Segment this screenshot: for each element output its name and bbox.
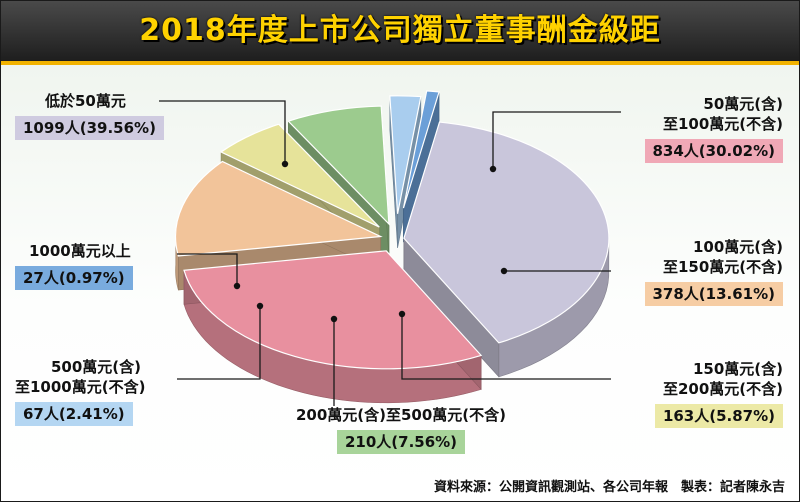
- slice-label-2: 至200萬元(不含): [662, 380, 783, 398]
- chart-title: 2018年度上市公司獨立董事酬金級距: [139, 13, 661, 48]
- slice-value: 67人(2.41%): [15, 402, 133, 426]
- slice-value: 163人(5.87%): [654, 404, 783, 428]
- leader-line: [492, 111, 621, 169]
- pie-slice: [219, 123, 380, 228]
- slice-label: 150萬元(含): [692, 360, 783, 378]
- slice-value: 27人(0.97%): [15, 266, 133, 290]
- slice-value: 210人(7.56%): [336, 430, 466, 454]
- slice-label-2: 至150萬元(不含): [662, 258, 783, 276]
- leader-dot: [330, 315, 338, 323]
- leader-dot: [256, 302, 264, 310]
- callout-under-50: 低於50萬元 1099人(39.56%): [15, 91, 164, 140]
- leader-dot: [233, 282, 241, 290]
- pie-slice: [402, 90, 440, 209]
- pie-slice: [389, 95, 422, 214]
- leader-dot: [281, 160, 289, 168]
- slice-label: 1000萬元以上: [29, 242, 131, 260]
- callout-500-1000: 500萬元(含) 至1000萬元(不含) 67人(2.41%): [15, 357, 145, 426]
- leader-dot: [489, 165, 497, 173]
- slice-label: 500萬元(含): [51, 358, 142, 376]
- leader-line: [159, 100, 286, 164]
- slice-value: 1099人(39.56%): [15, 116, 164, 140]
- pie-tops: [174, 90, 610, 370]
- pie-slice: [403, 121, 610, 344]
- title-bar: [1, 1, 799, 65]
- callout-50-100: 50萬元(含) 至100萬元(不含) 834人(30.02%): [644, 94, 783, 163]
- callout-100-150: 100萬元(含) 至150萬元(不含) 378人(13.61%): [644, 237, 783, 306]
- slice-label: 50萬元(含): [703, 95, 783, 113]
- pie-slice: [287, 105, 390, 226]
- slice-label-2: 至100萬元(不含): [662, 115, 783, 133]
- pie-slice: [174, 160, 383, 257]
- slice-label-2: 至1000萬元(不含): [15, 378, 146, 396]
- slice-label: 200萬元(含)至500萬元(不含): [295, 406, 507, 424]
- leader-line: [177, 306, 261, 380]
- leader-line: [177, 253, 238, 286]
- callout-200-500: 200萬元(含)至500萬元(不含) 210人(7.56%): [241, 405, 561, 454]
- callout-over-1000: 1000萬元以上 27人(0.97%): [15, 241, 133, 290]
- slice-label: 低於50萬元: [45, 92, 126, 110]
- slice-label: 100萬元(含): [692, 238, 783, 256]
- callout-150-200: 150萬元(含) 至200萬元(不含) 163人(5.87%): [654, 359, 783, 428]
- slice-value: 834人(30.02%): [644, 139, 783, 163]
- leader-lines: [159, 100, 621, 406]
- slice-value: 378人(13.61%): [644, 282, 783, 306]
- leader-dot: [500, 267, 508, 275]
- source-note: 資料來源：公開資訊觀測站、各公司年報 製表：記者陳永吉: [433, 480, 785, 495]
- leader-line: [401, 314, 611, 380]
- pie-slice: [183, 250, 483, 370]
- leader-dot: [398, 310, 406, 318]
